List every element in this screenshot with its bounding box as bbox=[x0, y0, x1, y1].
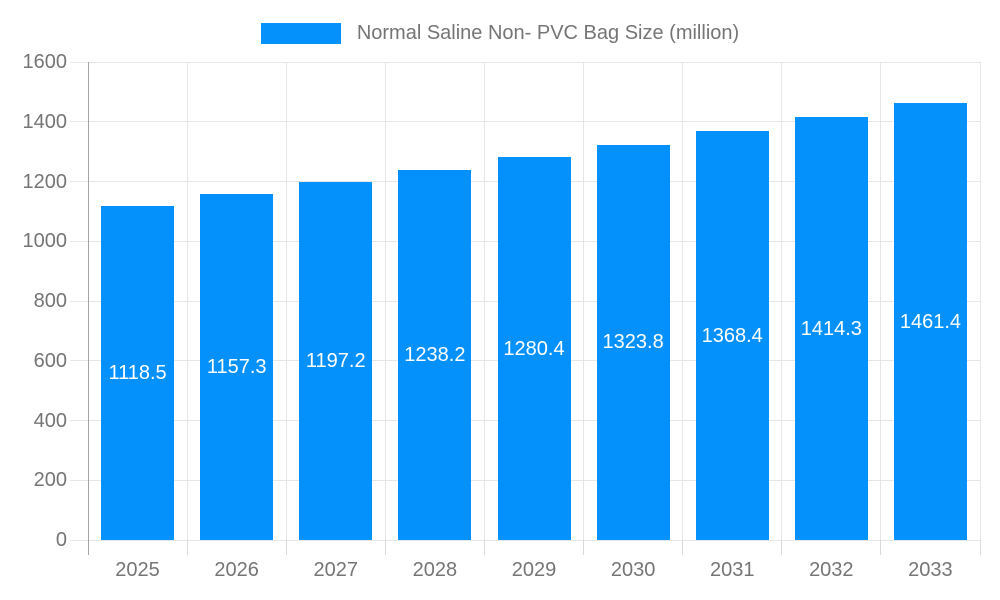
bar-value-label: 1368.4 bbox=[701, 324, 763, 347]
y-axis-tick-label: 1600 bbox=[22, 51, 68, 73]
bar-value-label: 1414.3 bbox=[800, 317, 862, 340]
bar-2033[interactable] bbox=[893, 103, 967, 540]
x-gridline bbox=[583, 62, 585, 540]
bar-value-label: 1197.2 bbox=[305, 350, 366, 373]
x-axis-tick bbox=[186, 540, 188, 555]
x-gridline bbox=[979, 62, 981, 540]
x-axis-tick bbox=[285, 540, 287, 555]
y-axis-line bbox=[87, 62, 89, 555]
x-gridline bbox=[483, 62, 485, 540]
x-axis-tick bbox=[384, 540, 386, 555]
y-gridline bbox=[70, 539, 980, 541]
y-axis-tick-label: 600 bbox=[33, 349, 67, 372]
y-axis-tick-label: 0 bbox=[55, 529, 67, 551]
bar-2030[interactable] bbox=[596, 144, 670, 540]
x-axis-tick bbox=[483, 540, 485, 555]
legend-item[interactable]: Normal Saline Non- PVC Bag Size (million… bbox=[0, 18, 1000, 48]
y-axis-tick-label: 1000 bbox=[22, 230, 68, 253]
bar-2032[interactable] bbox=[794, 117, 868, 540]
y-gridline bbox=[70, 121, 980, 123]
y-axis-tick-label: 1200 bbox=[22, 170, 68, 193]
legend-swatch-icon bbox=[260, 22, 341, 44]
x-gridline bbox=[880, 62, 882, 540]
bar-value-label: 1323.8 bbox=[602, 331, 664, 354]
x-gridline bbox=[285, 62, 287, 540]
x-axis-tick-label: 2028 bbox=[412, 559, 458, 581]
y-axis-tick-label: 200 bbox=[33, 469, 67, 492]
x-axis-tick-label: 2033 bbox=[908, 559, 953, 581]
y-axis-tick-label: 1400 bbox=[22, 110, 68, 133]
bar-value-label: 1280.4 bbox=[503, 337, 565, 360]
bar-value-label: 1238.2 bbox=[404, 344, 466, 367]
x-axis-tick bbox=[583, 540, 585, 555]
x-gridline bbox=[186, 62, 188, 540]
y-axis-tick-label: 400 bbox=[33, 409, 67, 432]
x-gridline bbox=[682, 62, 684, 540]
bar-value-label: 1461.4 bbox=[899, 310, 962, 333]
x-axis-tick-label: 2027 bbox=[313, 559, 359, 581]
x-axis-tick-label: 2026 bbox=[214, 559, 259, 581]
x-axis-tick-label: 2025 bbox=[115, 559, 160, 581]
y-axis-tick-label: 800 bbox=[33, 290, 67, 312]
x-axis-tick bbox=[880, 540, 882, 555]
bar-2031[interactable] bbox=[695, 131, 769, 540]
y-gridline bbox=[70, 61, 980, 63]
x-axis-tick-label: 2030 bbox=[610, 559, 656, 581]
x-axis-tick bbox=[979, 540, 981, 555]
bar-2025[interactable] bbox=[101, 205, 175, 540]
bar-value-label: 1118.5 bbox=[108, 361, 167, 384]
x-gridline bbox=[384, 62, 386, 540]
bar-2027[interactable] bbox=[299, 182, 373, 540]
x-gridline bbox=[781, 62, 783, 540]
x-axis-tick bbox=[781, 540, 783, 555]
x-axis-tick-label: 2032 bbox=[809, 559, 854, 581]
bar-2026[interactable] bbox=[200, 194, 274, 540]
bar-value-label: 1157.3 bbox=[206, 356, 267, 379]
legend-label: Normal Saline Non- PVC Bag Size (million… bbox=[356, 21, 740, 44]
x-axis-tick bbox=[682, 540, 684, 555]
x-axis-tick-label: 2029 bbox=[511, 559, 557, 581]
bar-2028[interactable] bbox=[398, 170, 472, 540]
x-axis-tick-label: 2031 bbox=[709, 559, 755, 581]
bar-2029[interactable] bbox=[497, 157, 571, 540]
